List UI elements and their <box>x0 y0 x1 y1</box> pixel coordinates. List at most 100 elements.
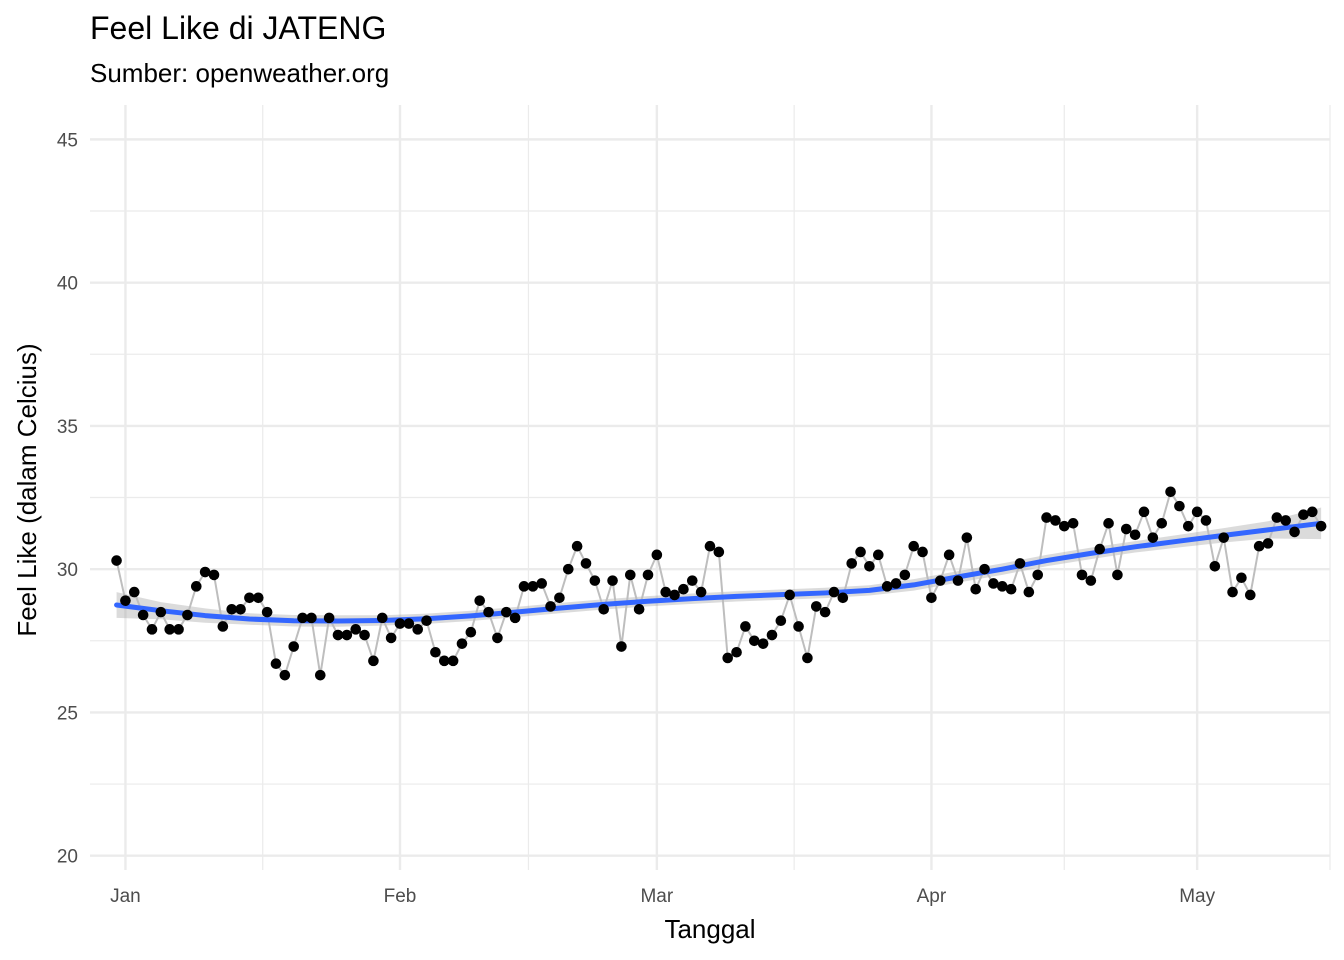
data-point <box>802 652 813 664</box>
data-point <box>607 575 618 586</box>
data-point <box>492 632 503 644</box>
data-point <box>1227 586 1238 598</box>
data-point <box>660 586 672 598</box>
data-point <box>1014 558 1026 569</box>
data-point <box>554 592 565 604</box>
tick-label-layer: 20 25 30 35 40 45 Jan Feb Mar Apr May <box>57 130 1216 907</box>
y-tick-label: 25 <box>57 703 78 724</box>
data-point <box>1112 569 1123 581</box>
data-point <box>394 618 406 629</box>
data-point <box>341 629 353 641</box>
data-point <box>252 592 264 604</box>
data-point <box>704 540 716 552</box>
data-point <box>1253 540 1265 552</box>
data-point <box>1262 538 1274 549</box>
data-point <box>926 592 937 604</box>
data-point <box>1315 520 1327 532</box>
data-point <box>837 592 849 604</box>
data-point <box>1289 526 1300 538</box>
chart-subtitle: Sumber: openweather.org <box>90 58 390 88</box>
data-point <box>1050 515 1061 526</box>
data-point <box>695 586 707 598</box>
data-point <box>217 621 229 632</box>
data-point <box>545 601 556 612</box>
data-point <box>474 595 486 606</box>
data-point <box>1209 560 1221 572</box>
data-point <box>740 621 751 632</box>
data-point <box>1271 512 1283 523</box>
data-point <box>1280 515 1292 526</box>
data-point <box>1120 523 1132 535</box>
data-point <box>1094 543 1106 555</box>
data-point <box>226 603 238 615</box>
data-point <box>775 615 787 627</box>
data-point <box>1067 518 1079 529</box>
data-point <box>934 575 946 586</box>
data-point <box>624 569 636 581</box>
data-point <box>562 563 574 575</box>
data-point <box>146 624 158 635</box>
data-point <box>1156 518 1168 529</box>
data-point <box>855 546 866 558</box>
data-point <box>332 629 344 641</box>
data-point <box>678 583 689 595</box>
data-point <box>970 583 982 595</box>
chart-title: Feel Like di JATENG <box>90 10 387 46</box>
data-point <box>766 629 778 641</box>
point-layer <box>111 486 1327 681</box>
data-point <box>527 581 539 592</box>
data-point <box>580 558 592 569</box>
data-point <box>465 626 477 638</box>
data-point <box>996 581 1008 592</box>
data-point <box>385 632 397 644</box>
data-point <box>1244 589 1256 601</box>
data-point <box>536 578 548 589</box>
x-tick-label: Apr <box>917 886 947 907</box>
data-point <box>589 575 601 586</box>
data-point <box>616 641 627 652</box>
data-point <box>819 606 831 618</box>
data-point <box>713 546 725 558</box>
y-tick-label: 20 <box>57 847 78 868</box>
data-point <box>1147 532 1159 543</box>
data-point <box>1165 486 1176 498</box>
data-point <box>421 615 432 627</box>
data-point <box>376 612 388 624</box>
data-point <box>1200 515 1212 526</box>
data-point <box>403 618 415 629</box>
data-point <box>438 655 450 667</box>
data-point <box>279 669 291 681</box>
data-point <box>881 581 893 592</box>
data-point <box>199 566 211 578</box>
data-point <box>359 629 370 641</box>
data-point <box>846 558 858 569</box>
data-point <box>500 606 512 618</box>
data-point <box>208 569 220 581</box>
data-point <box>314 669 326 681</box>
data-point <box>1191 506 1203 518</box>
data-point <box>1138 506 1150 518</box>
data-point <box>943 549 955 561</box>
data-point <box>447 655 459 667</box>
x-tick-label: Mar <box>640 886 673 907</box>
data-point <box>306 612 317 624</box>
confidence-band-area <box>116 507 1322 627</box>
data-point <box>748 635 760 647</box>
data-point <box>430 646 441 658</box>
data-point <box>1236 572 1247 584</box>
data-point <box>810 601 822 612</box>
data-point <box>1298 509 1309 521</box>
data-point <box>297 612 308 624</box>
data-point <box>988 578 999 589</box>
data-point <box>633 603 645 615</box>
data-point <box>1182 520 1194 532</box>
data-point <box>137 609 149 621</box>
data-point <box>793 621 804 632</box>
data-point <box>731 646 742 658</box>
data-point <box>164 624 176 635</box>
y-axis-title: Feel Like (dalam Celcius) <box>12 343 42 636</box>
data-point <box>1058 520 1070 532</box>
data-point <box>244 592 255 604</box>
y-tick-label: 30 <box>57 560 78 581</box>
data-point <box>598 603 610 615</box>
